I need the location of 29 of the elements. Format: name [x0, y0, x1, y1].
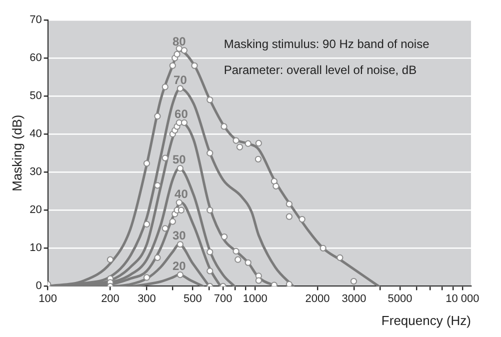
- x-tick-label: 200: [101, 292, 120, 305]
- x-axis-title: Frequency (Hz): [381, 312, 471, 328]
- series-label: 30: [172, 228, 186, 243]
- x-tick-label: 10 000: [446, 292, 480, 305]
- y-tick-label: 30: [30, 166, 42, 178]
- y-tick-label: 40: [30, 128, 42, 140]
- y-tick-label: 60: [30, 52, 42, 64]
- y-tick-label: 0: [36, 280, 42, 292]
- x-tick-label: 700: [214, 292, 232, 305]
- series-label: 60: [174, 106, 188, 121]
- series-label: 50: [172, 152, 186, 167]
- y-tick-label: 20: [30, 204, 42, 216]
- x-tick-label: 100: [38, 292, 58, 305]
- series-label: 80: [172, 34, 186, 49]
- series-label: 70: [174, 72, 188, 87]
- x-tick-label: 3000: [342, 292, 366, 305]
- y-tick-label: 10: [30, 242, 42, 254]
- annotation: Masking stimulus: 90 Hz band of noise: [224, 37, 430, 51]
- y-tick-label: 50: [30, 90, 42, 102]
- y-axis-title: Masking (dB): [9, 114, 24, 192]
- x-tick-label: 2000: [305, 292, 330, 305]
- annotation: Parameter: overall level of noise, dB: [224, 63, 417, 77]
- series-label: 20: [172, 259, 186, 274]
- x-tick-label: 300: [138, 292, 156, 305]
- x-tick-label: 1000: [242, 292, 268, 305]
- series-label: 40: [174, 186, 188, 201]
- x-tick-label: 5000: [388, 292, 412, 305]
- x-tick-label: 500: [184, 292, 202, 305]
- y-tick-label: 70: [30, 14, 42, 26]
